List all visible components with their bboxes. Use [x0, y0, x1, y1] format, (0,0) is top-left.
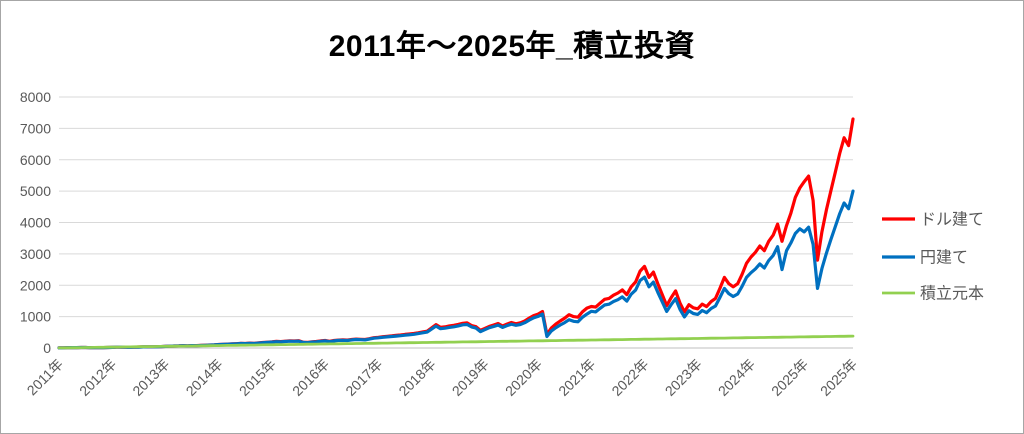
series-line-0: [57, 117, 855, 350]
x-tick-label: 2021年: [555, 356, 598, 399]
x-tick-label: 2013年: [129, 356, 172, 399]
y-tick-label: 3000: [20, 246, 51, 262]
chart-title: 2011年～2025年_積立投資: [328, 30, 696, 63]
y-tick-label: 8000: [20, 89, 51, 105]
y-tick-label: 5000: [20, 183, 51, 199]
x-tick-label: 2024年: [715, 356, 758, 399]
legend-label-0: ドル建て: [920, 211, 984, 229]
x-tick-label: 2025年: [768, 356, 811, 399]
x-tick-label: 2012年: [76, 356, 119, 399]
x-tick-label: 2025年: [817, 356, 860, 399]
x-tick-label: 2017年: [342, 356, 385, 399]
y-tick-label: 6000: [20, 152, 51, 168]
legend-label-2: 積立元本: [920, 285, 984, 303]
x-tick-label: 2011年: [24, 356, 67, 399]
x-tick-label: 2016年: [289, 356, 332, 399]
legend-label-1: 円建て: [920, 249, 968, 267]
x-tick-label: 2022年: [608, 356, 651, 399]
y-tick-label: 1000: [20, 309, 51, 325]
x-tick-label: 2018年: [395, 356, 438, 399]
x-tick-label: 2015年: [236, 356, 279, 399]
y-tick-label: 4000: [20, 215, 51, 231]
x-tick-label: 2019年: [449, 356, 492, 399]
x-tick-label: 2020年: [502, 356, 545, 399]
x-tick-label: 2023年: [662, 356, 705, 399]
series-line-2: [57, 334, 855, 350]
y-tick-label: 2000: [20, 277, 51, 293]
x-tick-label: 2014年: [183, 356, 226, 399]
y-tick-label: 7000: [20, 120, 51, 136]
y-tick-label: 0: [43, 340, 51, 356]
